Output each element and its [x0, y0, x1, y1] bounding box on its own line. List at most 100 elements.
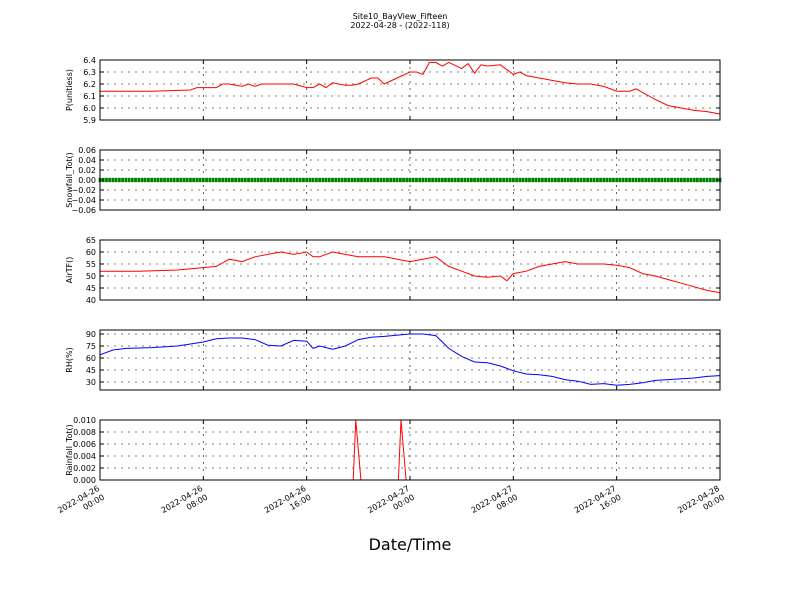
y-tick-label: 0.006	[73, 440, 96, 449]
data-point	[631, 177, 635, 183]
data-point	[266, 177, 270, 183]
y-tick-label: 6.2	[83, 80, 96, 89]
y-axis-label: Rainfall_Tot()	[65, 424, 74, 476]
data-point	[308, 177, 312, 183]
data-point	[344, 177, 347, 183]
data-point	[463, 177, 467, 183]
data-point	[466, 177, 470, 183]
data-point	[495, 177, 499, 183]
series-line	[100, 61, 721, 115]
data-point	[699, 177, 703, 183]
y-tick-label: 60	[86, 354, 96, 363]
data-point	[314, 177, 318, 183]
data-point	[147, 177, 150, 183]
data-point	[253, 177, 257, 183]
data-point	[427, 177, 431, 183]
data-point	[150, 177, 154, 183]
data-point	[479, 177, 483, 183]
data-point	[363, 177, 367, 183]
data-point	[389, 177, 393, 183]
data-point	[243, 177, 247, 183]
data-point	[350, 177, 354, 183]
y-tick-label: 0.02	[78, 166, 96, 175]
data-point	[521, 177, 525, 183]
y-tick-label: 30	[86, 378, 96, 387]
data-point	[686, 177, 690, 183]
data-point	[618, 177, 622, 183]
data-point	[473, 177, 476, 183]
data-point	[163, 177, 166, 183]
data-point	[663, 177, 667, 183]
data-point	[634, 177, 638, 183]
y-tick-label: 50	[86, 272, 96, 281]
data-point	[434, 177, 438, 183]
data-point	[582, 177, 586, 183]
data-point	[482, 177, 486, 183]
data-point	[511, 177, 515, 183]
y-tick-label: 6.4	[83, 56, 96, 65]
y-tick-label: 0.00	[78, 176, 96, 185]
data-point	[227, 177, 231, 183]
data-point	[130, 177, 134, 183]
data-point	[689, 177, 693, 183]
y-tick-label: 60	[86, 248, 96, 257]
data-point	[647, 177, 651, 183]
data-point	[553, 177, 557, 183]
data-point	[534, 177, 538, 183]
data-point	[650, 177, 654, 183]
data-point	[395, 177, 399, 183]
data-point	[683, 177, 686, 183]
figure-title: Site10_BayView_Fifteen	[353, 12, 448, 21]
data-point	[592, 177, 596, 183]
data-point	[285, 177, 289, 183]
data-point	[195, 177, 199, 183]
data-point	[134, 177, 137, 183]
y-tick-label: 5.9	[83, 116, 96, 125]
data-point	[279, 177, 283, 183]
data-point	[156, 177, 160, 183]
data-point	[379, 177, 383, 183]
data-point	[137, 177, 141, 183]
data-point	[230, 177, 234, 183]
y-tick-label: −0.04	[71, 196, 96, 205]
data-point	[327, 177, 331, 183]
data-point	[208, 177, 212, 183]
data-point	[605, 177, 609, 183]
data-point	[657, 177, 661, 183]
data-point	[211, 177, 215, 183]
data-point	[563, 177, 567, 183]
data-point	[198, 177, 202, 183]
y-tick-label: 0.002	[73, 464, 96, 473]
data-point	[292, 177, 296, 183]
data-point	[214, 177, 218, 183]
chart-panels: 6.46.36.26.16.05.9P(unitless)0.060.040.0…	[65, 56, 722, 485]
data-point	[105, 177, 108, 183]
y-tick-label: 6.1	[83, 92, 96, 101]
data-point	[637, 177, 641, 183]
data-point	[289, 177, 292, 183]
data-point	[282, 177, 286, 183]
y-tick-label: 0.010	[73, 416, 96, 425]
y-tick-label: 6.3	[83, 68, 96, 77]
data-point	[695, 177, 699, 183]
data-point	[124, 177, 128, 183]
data-point	[295, 177, 299, 183]
data-point	[679, 177, 683, 183]
data-point	[166, 177, 170, 183]
data-point	[159, 177, 163, 183]
y-tick-label: 0.000	[73, 476, 96, 485]
series-line	[100, 251, 721, 294]
data-point	[576, 177, 580, 183]
data-point	[624, 177, 628, 183]
data-point	[250, 177, 254, 183]
data-point	[502, 177, 506, 183]
data-point	[411, 177, 415, 183]
data-point	[356, 177, 360, 183]
data-point	[324, 177, 328, 183]
y-tick-label: −0.02	[71, 186, 96, 195]
y-tick-label: 75	[86, 342, 96, 351]
data-point	[550, 177, 554, 183]
data-point	[127, 177, 131, 183]
data-point	[444, 177, 447, 183]
